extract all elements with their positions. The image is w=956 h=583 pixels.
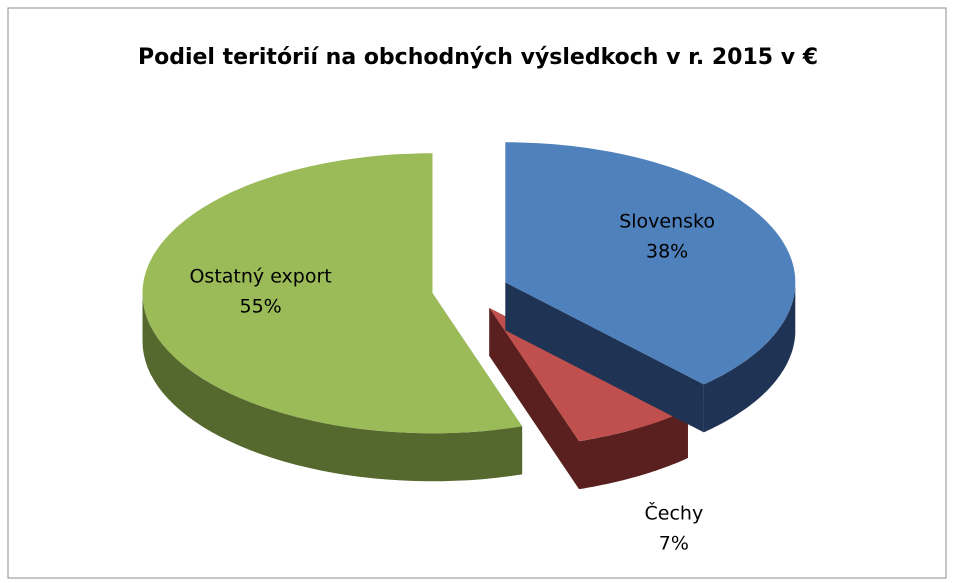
slice-wall bbox=[489, 308, 579, 490]
data-label: Ostatný export 55% bbox=[189, 265, 331, 317]
data-label: Čechy 7% bbox=[645, 500, 704, 554]
label-name: Čechy bbox=[645, 500, 704, 524]
label-value: 38% bbox=[646, 240, 688, 262]
chart-title: Podiel teritórií na obchodných výsledkoc… bbox=[138, 45, 818, 70]
pie-slice bbox=[142, 153, 523, 482]
data-label: Slovensko 38% bbox=[619, 210, 715, 262]
slice-top bbox=[142, 153, 523, 434]
label-name: Slovensko bbox=[619, 210, 715, 232]
label-value: 55% bbox=[239, 295, 281, 317]
label-value: 7% bbox=[659, 532, 689, 554]
slice-wall bbox=[505, 282, 704, 433]
slice-top bbox=[505, 142, 796, 385]
label-name: Ostatný export bbox=[189, 265, 331, 287]
slice-side bbox=[703, 282, 796, 433]
slice-side bbox=[579, 410, 688, 490]
slice-side bbox=[142, 293, 523, 482]
pie-slice bbox=[505, 142, 796, 433]
